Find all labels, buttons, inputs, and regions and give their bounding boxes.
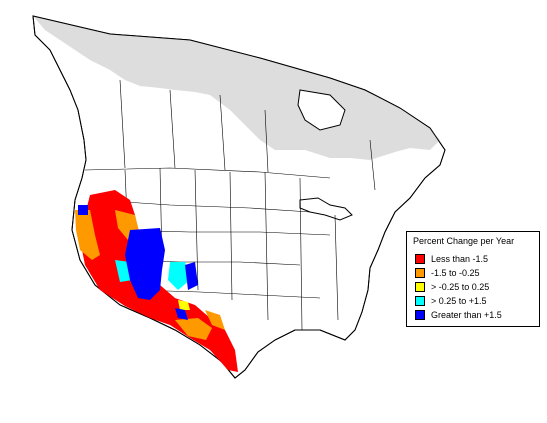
legend-item-minus-0-25-to-0-25: > -0.25 to 0.25	[415, 281, 489, 293]
legend-label: Less than -1.5	[431, 254, 489, 264]
trend-region-0-25-to-1-5	[115, 232, 190, 290]
trend-region-minus-1-5-to-minus-0-25	[75, 210, 225, 340]
legend-item-greater-than-1-5: Greater than +1.5	[415, 309, 502, 321]
legend-label: > -0.25 to 0.25	[431, 282, 490, 292]
hudson-bay	[297, 89, 346, 131]
legend-item-0-25-to-1-5: > 0.25 to +1.5	[415, 295, 487, 307]
legend-item-minus-1-5-to-minus-0-25: -1.5 to -0.25	[415, 267, 480, 279]
legend-title: Percent Change per Year	[413, 236, 515, 246]
legend-item-less-than-minus-1-5: Less than -1.5	[415, 253, 488, 265]
legend-label: Greater than +1.5	[431, 310, 502, 320]
legend-swatch-orange	[415, 268, 425, 278]
legend-label: > 0.25 to +1.5	[431, 296, 487, 306]
legend-label: -1.5 to -0.25	[431, 268, 480, 278]
trend-region-greater-than-1-5	[78, 205, 198, 320]
trend-data-layer	[75, 190, 238, 372]
continent-outline-top	[32, 15, 446, 379]
map-legend: Percent Change per Year Less than -1.5 -…	[406, 231, 540, 327]
legend-swatch-red	[415, 254, 425, 264]
legend-swatch-blue	[415, 310, 425, 320]
legend-swatch-cyan	[415, 296, 425, 306]
legend-swatch-yellow	[415, 282, 425, 292]
great-lakes	[299, 197, 353, 221]
trend-region-minus-0-25-to-0-25	[178, 300, 190, 310]
